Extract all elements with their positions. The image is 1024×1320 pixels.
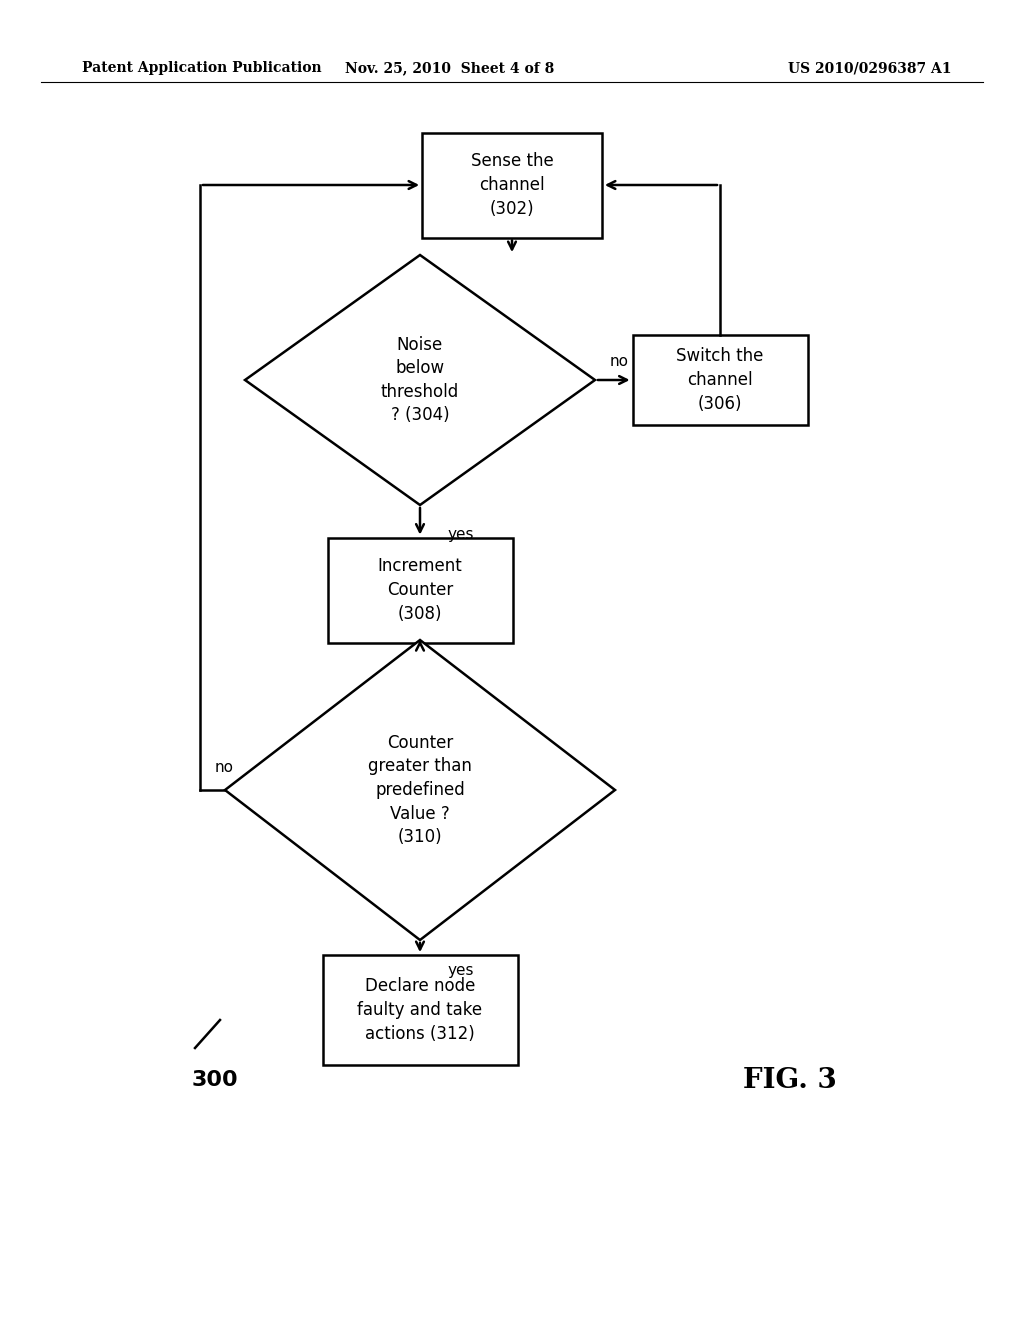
Text: Sense the
channel
(302): Sense the channel (302) bbox=[471, 152, 553, 218]
Text: Counter
greater than
predefined
Value ?
(310): Counter greater than predefined Value ? … bbox=[368, 734, 472, 846]
Text: yes: yes bbox=[449, 528, 474, 543]
Text: Increment
Counter
(308): Increment Counter (308) bbox=[378, 557, 463, 623]
Bar bbox=[328, 537, 512, 643]
Bar bbox=[323, 954, 517, 1065]
Text: no: no bbox=[215, 760, 234, 776]
Bar bbox=[633, 335, 808, 425]
Text: US 2010/0296387 A1: US 2010/0296387 A1 bbox=[788, 61, 951, 75]
Text: Patent Application Publication: Patent Application Publication bbox=[82, 61, 322, 75]
Text: Noise
below
threshold
? (304): Noise below threshold ? (304) bbox=[381, 335, 459, 425]
Polygon shape bbox=[245, 255, 595, 506]
Text: Declare node
faulty and take
actions (312): Declare node faulty and take actions (31… bbox=[357, 977, 482, 1043]
Text: Switch the
channel
(306): Switch the channel (306) bbox=[676, 347, 764, 413]
Text: Nov. 25, 2010  Sheet 4 of 8: Nov. 25, 2010 Sheet 4 of 8 bbox=[345, 61, 555, 75]
Polygon shape bbox=[225, 640, 615, 940]
Text: yes: yes bbox=[449, 962, 474, 978]
Bar bbox=[422, 132, 602, 238]
Text: 300: 300 bbox=[191, 1071, 239, 1090]
Text: no: no bbox=[610, 355, 629, 370]
Text: FIG. 3: FIG. 3 bbox=[743, 1067, 837, 1093]
